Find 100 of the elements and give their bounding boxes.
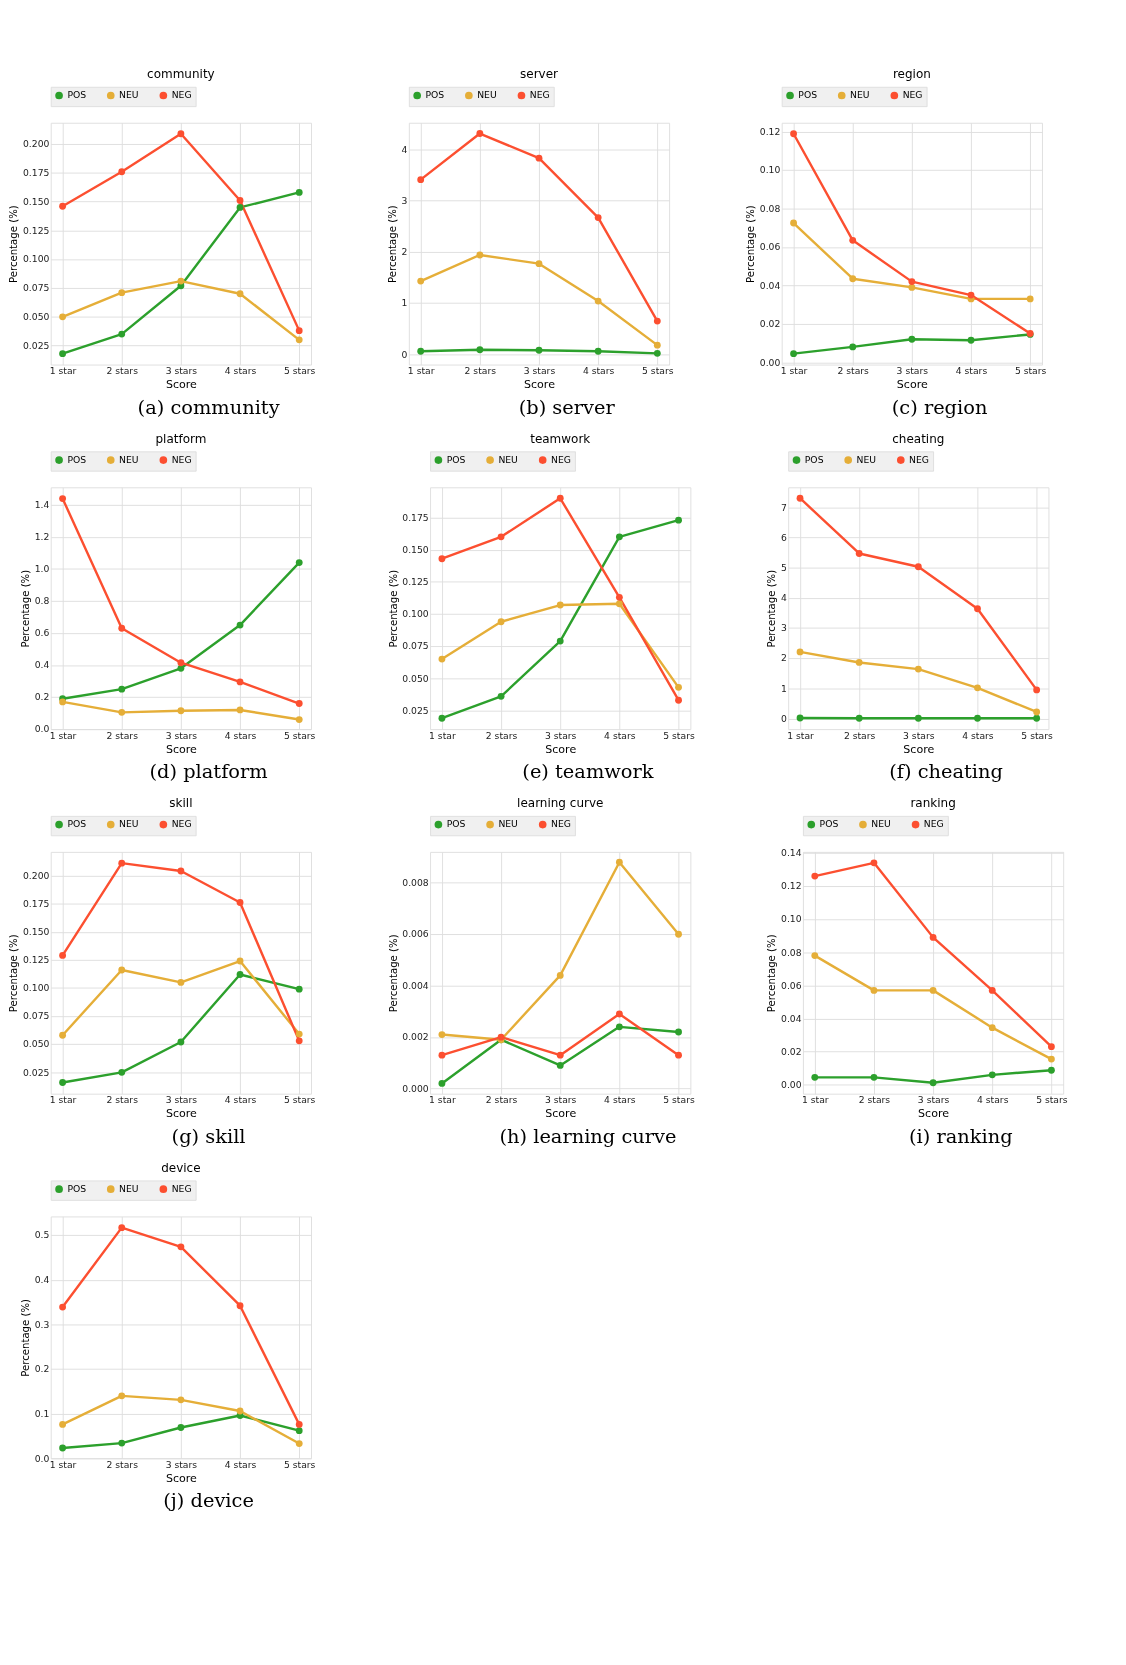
x-tick-label: 1 star — [787, 729, 815, 741]
x-tick-label: 5 stars — [1036, 1094, 1068, 1106]
y-tick-label: 0.125 — [22, 224, 50, 236]
y-tick-label: 0.100 — [22, 253, 50, 265]
y-tick-label: 1.0 — [34, 563, 50, 575]
text: (i) ranking — [908, 1124, 1013, 1148]
y-tick-label: 0.4 — [34, 1274, 50, 1286]
y-tick-label: 2 — [401, 246, 408, 258]
y-tick-label: 0.8 — [34, 595, 50, 607]
legend-label: NEU — [119, 818, 139, 830]
x-tick-label: 5 stars — [642, 365, 674, 377]
y-tick-label: 0.125 — [402, 576, 429, 588]
y-tick-label: 0.100 — [402, 608, 429, 620]
text: (a) community — [137, 395, 280, 419]
y-tick-label: 1.4 — [34, 499, 50, 511]
y-tick-label: 0.175 — [22, 897, 50, 909]
y-tick-label: 0.025 — [22, 339, 50, 351]
text: (f) cheating — [889, 760, 1003, 784]
legend-label: NEG — [171, 89, 192, 101]
y-tick-label: 4 — [780, 592, 787, 604]
legend-label: POS — [67, 89, 87, 101]
legend-label: NEG — [171, 818, 192, 830]
x-tick-label: 3 stars — [165, 1094, 198, 1106]
y-tick-label: 0.0 — [34, 1452, 50, 1464]
x-tick-label: 3 stars — [544, 729, 577, 741]
y-tick-label: 0.4 — [34, 659, 50, 671]
legend-label: NEU — [119, 453, 139, 465]
y-tick-label: 0.050 — [22, 1038, 50, 1050]
x-axis-title: Score — [165, 1107, 198, 1121]
y-tick-label: 0.12 — [781, 880, 802, 892]
y-tick-label: 0.125 — [22, 954, 50, 966]
x-tick-label: 4 stars — [604, 1094, 636, 1106]
text: (b) server — [518, 395, 616, 419]
y-tick-label: 4 — [401, 143, 408, 155]
legend-label: POS — [67, 1182, 87, 1194]
y-tick-label: 0.000 — [402, 1082, 429, 1094]
y-axis-title: Percentage (%) — [387, 569, 399, 648]
chart-title: cheating — [892, 431, 945, 446]
y-tick-label: 0.025 — [402, 704, 429, 716]
y-tick-label: 0.175 — [402, 511, 429, 523]
legend-label: NEU — [498, 818, 518, 830]
legend-label: NEU — [477, 89, 497, 101]
y-tick-label: 0.200 — [22, 869, 50, 881]
y-tick-label: 0.02 — [781, 1045, 802, 1057]
x-tick-label: 2 stars — [106, 1458, 139, 1470]
y-tick-label: 0 — [401, 348, 408, 360]
legend-label: NEG — [171, 453, 192, 465]
x-tick-label: 2 stars — [843, 729, 876, 741]
x-tick-label: 3 stars — [165, 729, 198, 741]
x-tick-label: 4 stars — [955, 365, 988, 377]
y-tick-label: 1 — [780, 682, 787, 694]
x-tick-label: 3 stars — [903, 729, 935, 741]
y-tick-label: 0.12 — [759, 126, 781, 138]
y-tick-label: 0.1 — [34, 1407, 50, 1419]
legend-label: POS — [67, 818, 87, 830]
y-tick-label: 0.6 — [34, 627, 50, 639]
y-axis-title: Percentage (%) — [8, 205, 20, 284]
x-tick-label: 2 stars — [464, 365, 497, 377]
text: (g) skill — [171, 1124, 246, 1148]
x-tick-label: 3 stars — [917, 1094, 950, 1106]
x-tick-label: 1 star — [49, 729, 77, 741]
chart-title: teamwork — [530, 431, 591, 446]
y-tick-label: 0.0 — [34, 723, 50, 735]
x-tick-label: 2 stars — [485, 1094, 518, 1106]
x-axis-title: Score — [545, 1107, 577, 1121]
x-tick-label: 2 stars — [106, 1094, 139, 1106]
y-tick-label: 0.06 — [759, 241, 781, 253]
legend-label: NEG — [529, 89, 550, 101]
x-tick-label: 1 star — [49, 365, 77, 377]
text: (d) platform — [149, 760, 268, 784]
x-tick-label: 3 stars — [165, 365, 198, 377]
legend-label: NEG — [909, 453, 929, 465]
x-axis-title: Score — [165, 1471, 198, 1485]
chart-title: server — [520, 67, 559, 82]
legend-label: POS — [425, 89, 445, 101]
y-tick-label: 0.200 — [22, 138, 50, 150]
y-tick-label: 6 — [780, 531, 787, 543]
y-tick-label: 0.175 — [22, 167, 50, 179]
y-tick-label: 3 — [401, 194, 408, 206]
x-axis-title: Score — [918, 1107, 950, 1121]
y-axis-title: Percentage (%) — [766, 934, 778, 1013]
x-tick-label: 5 stars — [283, 365, 316, 377]
legend-label: POS — [804, 453, 824, 465]
chart-title: skill — [169, 796, 193, 811]
x-tick-label: 3 stars — [165, 1458, 198, 1470]
y-tick-label: 0.5 — [34, 1229, 50, 1241]
y-tick-label: 0.2 — [34, 691, 50, 703]
x-tick-label: 5 stars — [1014, 365, 1047, 377]
y-tick-label: 0.10 — [759, 164, 781, 176]
y-tick-label: 7 — [780, 501, 787, 513]
x-tick-label: 5 stars — [663, 729, 695, 741]
y-tick-label: 0.3 — [34, 1318, 50, 1330]
legend-label: NEG — [551, 818, 571, 830]
y-axis-title: Percentage (%) — [766, 569, 778, 648]
y-tick-label: 0.050 — [402, 672, 429, 684]
y-axis-title: Percentage (%) — [745, 205, 757, 284]
y-tick-label: 0.14 — [781, 847, 802, 859]
x-tick-label: 2 stars — [106, 365, 139, 377]
x-axis-title: Score — [523, 378, 556, 392]
y-tick-label: 0.075 — [22, 1010, 50, 1022]
